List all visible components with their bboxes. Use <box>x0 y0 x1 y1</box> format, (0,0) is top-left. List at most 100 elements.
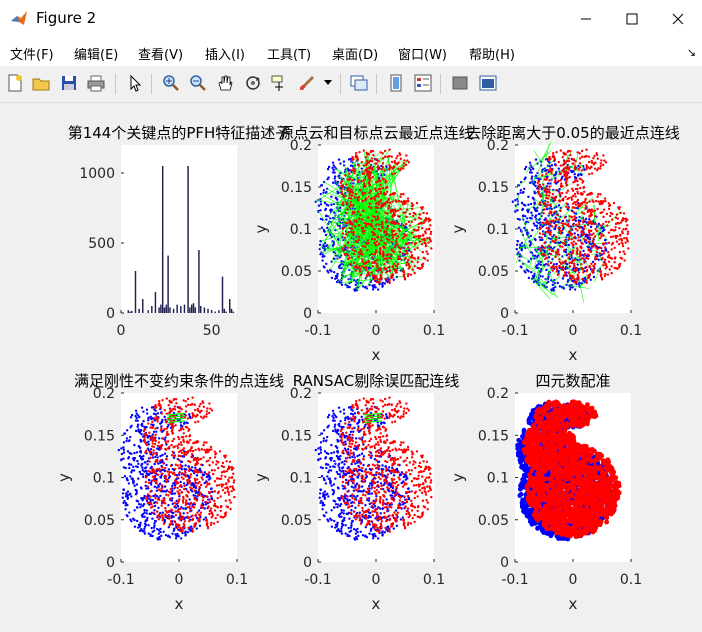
source-point <box>322 502 324 504</box>
source-point <box>127 450 129 452</box>
target-point <box>176 524 178 526</box>
menu-view[interactable]: 查看(V) <box>138 44 183 63</box>
menu-tools[interactable]: 工具(T) <box>267 44 311 63</box>
target-point <box>596 208 598 210</box>
target-point <box>624 241 626 243</box>
target-point <box>202 478 204 480</box>
target-point <box>580 247 582 249</box>
y-tick-label: 0.2 <box>290 138 312 154</box>
source-point <box>530 235 532 237</box>
source-point <box>130 520 132 522</box>
save-icon[interactable] <box>58 72 80 94</box>
bar <box>158 307 159 313</box>
target-point <box>205 486 207 488</box>
menu-desktop[interactable]: 桌面(D) <box>332 44 378 63</box>
target-point <box>171 432 173 434</box>
colorbar-icon[interactable] <box>385 72 407 94</box>
minimize-button[interactable] <box>563 0 609 38</box>
target-point <box>545 257 547 259</box>
target-point <box>582 271 584 273</box>
source-point <box>521 202 523 204</box>
target-point <box>165 481 167 483</box>
target-point <box>361 218 363 220</box>
show-plot-tools-icon[interactable] <box>477 72 499 94</box>
brush-dropdown-icon[interactable] <box>322 72 334 94</box>
target-point <box>188 479 190 481</box>
target-point <box>594 263 596 265</box>
target-point <box>208 464 210 466</box>
source-point <box>143 509 145 511</box>
source-point <box>125 440 127 442</box>
target-point <box>385 271 387 273</box>
x-tick-label: 0.1 <box>423 323 445 339</box>
dock-arrow-icon[interactable]: ↘ <box>687 46 696 59</box>
target-point <box>581 156 583 158</box>
source-point <box>534 239 536 241</box>
target-point <box>553 197 555 199</box>
source-point <box>180 537 182 539</box>
zoom-in-icon[interactable] <box>160 72 182 94</box>
menu-edit[interactable]: 编辑(E) <box>74 44 118 63</box>
zoom-out-icon[interactable] <box>187 72 209 94</box>
menu-window[interactable]: 窗口(W) <box>398 44 447 63</box>
hide-plot-tools-icon[interactable] <box>449 72 471 94</box>
maximize-button[interactable] <box>609 0 655 38</box>
target-point <box>607 251 609 253</box>
source-point <box>529 182 531 184</box>
target-point <box>174 486 176 488</box>
new-figure-icon[interactable] <box>4 72 26 94</box>
legend-icon[interactable] <box>412 72 434 94</box>
target-point <box>368 206 370 208</box>
source-point <box>338 158 340 160</box>
source-point <box>136 426 138 428</box>
target-point <box>421 243 423 245</box>
print-icon[interactable] <box>85 72 107 94</box>
target-point <box>370 207 372 209</box>
pointer-icon[interactable] <box>124 72 146 94</box>
target-point <box>392 220 394 222</box>
target-point <box>571 198 573 200</box>
source-point <box>158 448 160 450</box>
source-point <box>337 487 339 489</box>
target-point <box>601 278 603 280</box>
target-point <box>214 456 216 458</box>
menu-insert[interactable]: 插入(I) <box>205 44 245 63</box>
target-point <box>155 482 157 484</box>
target-point <box>576 249 578 251</box>
target-point <box>612 235 614 237</box>
target-point <box>372 154 374 156</box>
target-point <box>362 200 364 202</box>
target-point <box>376 215 378 217</box>
data-cursor-icon[interactable] <box>269 72 291 94</box>
target-point <box>402 203 404 205</box>
target-point <box>196 511 198 513</box>
target-point <box>559 230 561 232</box>
target-point <box>153 449 155 451</box>
target-point <box>380 277 382 279</box>
x-axis-label: x <box>569 346 578 364</box>
menu-file[interactable]: 文件(F) <box>10 44 54 63</box>
link-plot-icon[interactable] <box>348 72 370 94</box>
target-point <box>600 235 602 237</box>
source-point <box>127 490 129 492</box>
target-point <box>626 239 628 241</box>
open-icon[interactable] <box>30 72 52 94</box>
source-point <box>122 497 124 499</box>
target-point <box>590 263 592 265</box>
close-button[interactable] <box>655 0 701 38</box>
target-point <box>195 471 197 473</box>
x-axis-label: x <box>372 595 381 613</box>
target-point <box>147 422 149 424</box>
x-tick-label: 0 <box>372 323 381 339</box>
target-point <box>572 202 574 204</box>
source-point <box>146 409 148 411</box>
target-point <box>543 247 545 249</box>
brush-icon[interactable] <box>296 72 318 94</box>
rotate-3d-icon[interactable] <box>242 72 264 94</box>
target-point <box>228 466 230 468</box>
pan-icon[interactable] <box>214 72 236 94</box>
target-point <box>618 264 620 266</box>
title-bar: Figure 2 <box>0 0 702 38</box>
target-point <box>228 499 230 501</box>
menu-help[interactable]: 帮助(H) <box>469 44 515 63</box>
